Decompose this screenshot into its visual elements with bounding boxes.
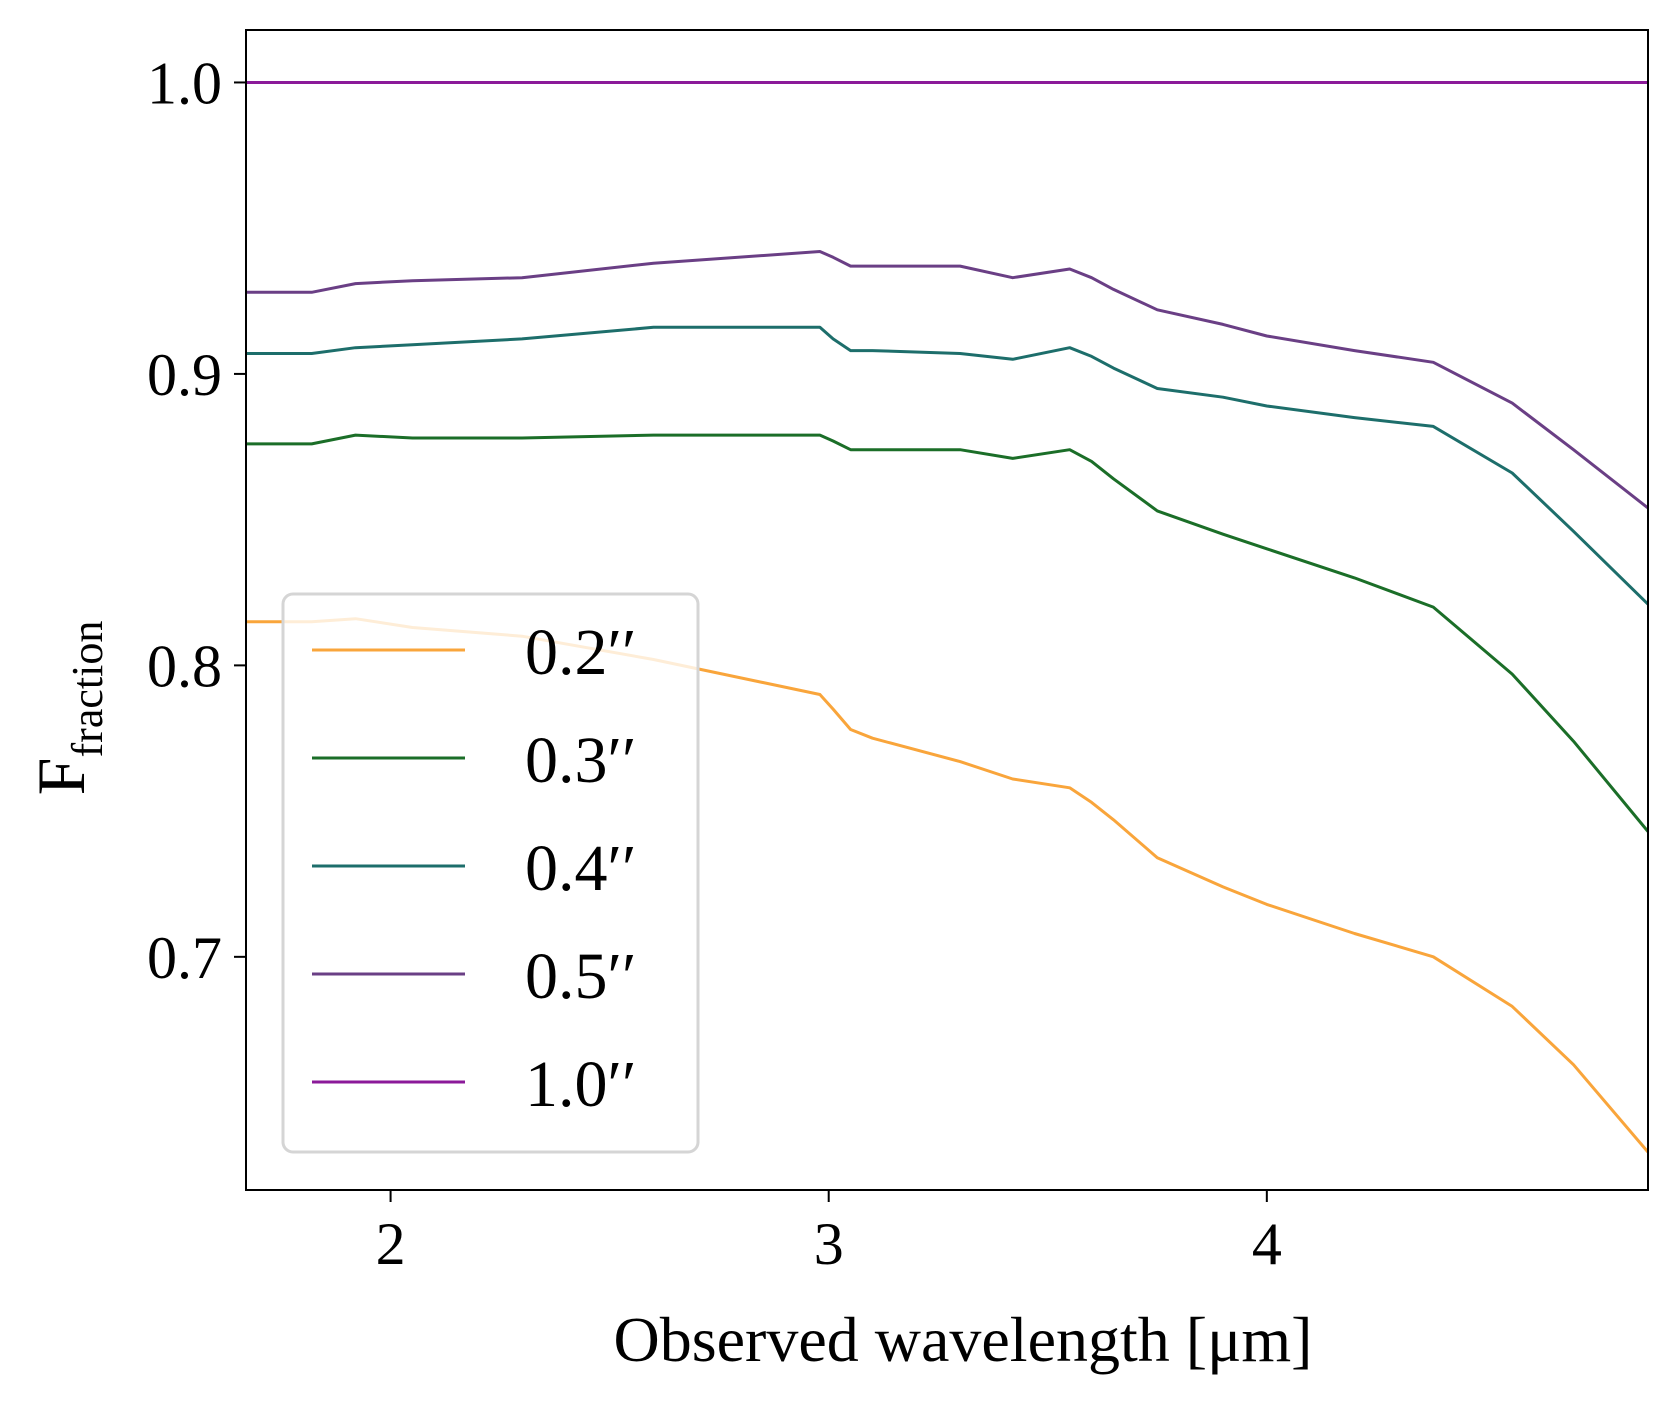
series-line-3: [246, 250, 1648, 510]
legend-label-4: 1.0′′: [525, 1048, 636, 1121]
x-axis-label: Observed wavelength [μm]: [614, 1304, 1313, 1375]
legend-label-2: 0.4′′: [525, 832, 636, 905]
series-layer: [246, 81, 1648, 1154]
y-axis-label-sub: fraction: [63, 621, 112, 758]
svg-text:Ffraction: Ffraction: [23, 621, 112, 796]
x-tick-label: 3: [814, 1211, 844, 1277]
plot-frame: [245, 29, 1649, 1191]
legend-box: [281, 592, 700, 1154]
y-tick-label: 0.7: [147, 925, 222, 991]
y-axis-label-main: F: [23, 757, 99, 795]
y-tick-label: 0.8: [147, 633, 222, 699]
legend-label-0: 0.2′′: [525, 616, 636, 689]
legend: 0.2′′ 0.3′′ 0.4′′ 0.5′′ 1.0′′: [281, 592, 700, 1154]
y-axis-label: Ffraction: [23, 621, 112, 796]
x-axis: 2 3 4: [376, 1190, 1282, 1277]
x-tick-label: 4: [1252, 1211, 1282, 1277]
y-axis: 0.7 0.8 0.9 1.0: [147, 50, 246, 991]
series-line-1: [246, 433, 1648, 833]
y-tick-label: 0.9: [147, 342, 222, 408]
series-line-2: [246, 325, 1648, 606]
y-tick-label: 1.0: [147, 50, 222, 116]
legend-label-3: 0.5′′: [525, 940, 636, 1013]
x-tick-label: 2: [376, 1211, 406, 1277]
legend-label-1: 0.3′′: [525, 724, 636, 797]
